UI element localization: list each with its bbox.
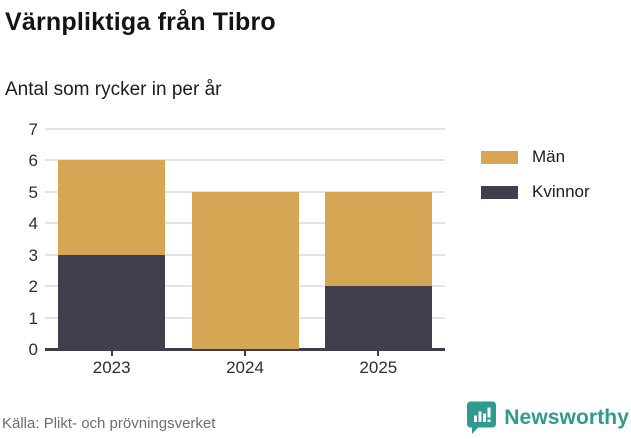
x-tick-label-2025: 2025 (359, 358, 398, 377)
legend-item-män: Män (481, 147, 590, 167)
x-tick-label-2023: 2023 (92, 358, 131, 377)
bar-2023-kvinnor (58, 254, 166, 349)
gridline-y6 (45, 159, 445, 162)
chart-title: Värnpliktiga från Tibro (5, 8, 276, 36)
gridline-y5 (45, 190, 445, 193)
chart-subtitle: Antal som rycker in per år (5, 79, 222, 100)
gridline-y7 (45, 128, 445, 130)
x-tick-2024 (244, 350, 246, 356)
x-axis-line (45, 348, 445, 351)
legend-label-män: Män (532, 147, 566, 166)
y-tick-label: 7 (28, 120, 38, 139)
y-tick-label: 0 (28, 340, 38, 359)
brand-wordmark: Newsworthy (504, 405, 629, 429)
y-tick-label: 3 (28, 245, 38, 265)
legend: Män Kvinnor (481, 147, 590, 217)
bar-2023-män (58, 160, 166, 255)
legend-label-kvinnor: Kvinnor (532, 182, 590, 201)
bar-2024-män (191, 191, 299, 349)
bar-2025-män (324, 191, 432, 287)
y-tick-label: 2 (28, 277, 38, 297)
x-tick-2023 (110, 350, 113, 356)
y-axis-labels: 0 1 2 3 4 5 6 7 (0, 121, 38, 358)
y-tick-label: 4 (28, 214, 38, 234)
y-tick-label: 6 (28, 151, 38, 171)
newsworthy-bubble-chart-icon (466, 400, 497, 435)
plot-area (45, 128, 445, 351)
x-tick-2025 (377, 350, 380, 356)
legend-swatch-män (481, 150, 518, 164)
source-caption: Källa: Plikt- och prövningsverket (2, 415, 216, 432)
x-tick-label-2024: 2024 (226, 358, 264, 377)
legend-swatch-kvinnor (481, 185, 518, 199)
bar-2025-kvinnor (324, 286, 432, 349)
legend-item-kvinnor: Kvinnor (481, 182, 590, 202)
y-tick-label: 5 (28, 182, 38, 202)
y-tick-label: 1 (28, 308, 38, 328)
brand-logo[interactable]: Newsworthy (466, 400, 629, 435)
